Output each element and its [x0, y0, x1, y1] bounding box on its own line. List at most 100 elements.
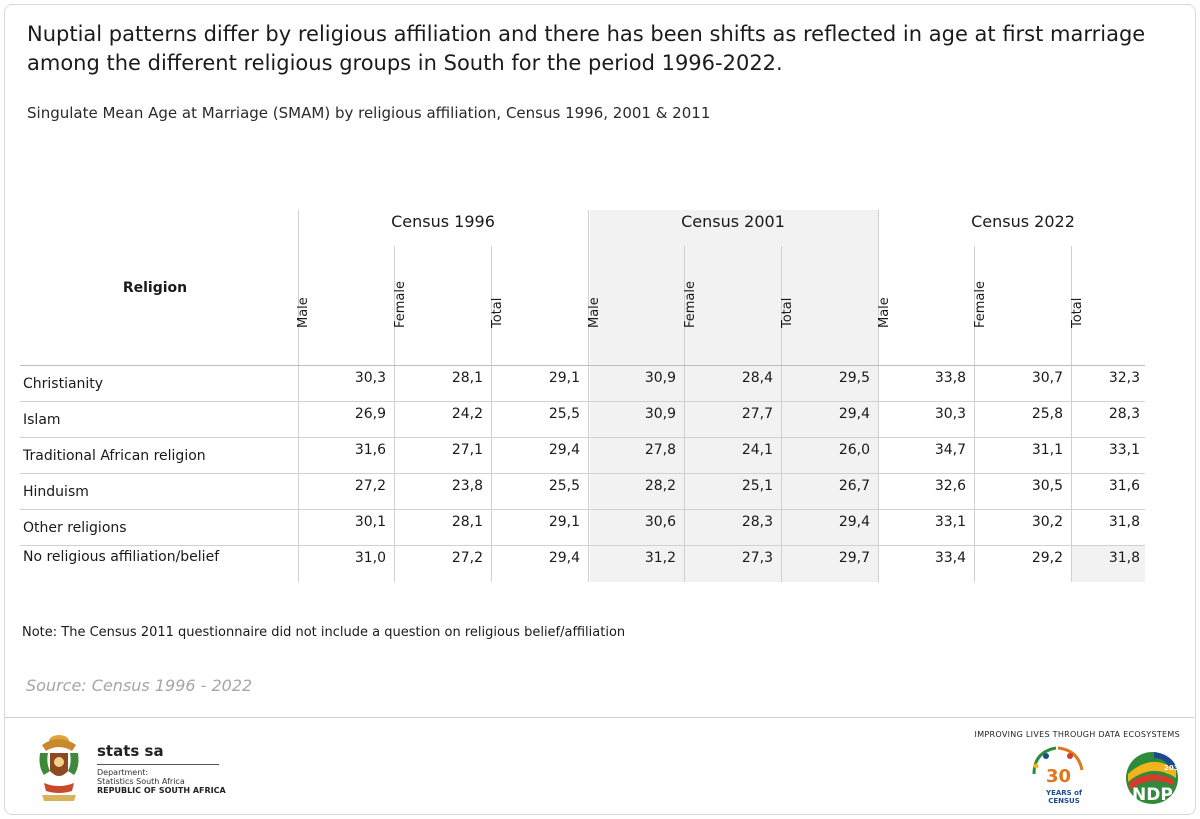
cell: 30,3: [354, 370, 386, 386]
row-label: Christianity: [23, 376, 104, 392]
cell: 33,4: [934, 550, 966, 566]
source-line: Source: Census 1996 - 2022: [26, 676, 253, 695]
ndp-logo-text: NDP: [1132, 785, 1173, 805]
cell: 30,1: [354, 514, 386, 530]
cell: 30,6: [644, 514, 676, 530]
cell: 23,8: [451, 478, 483, 494]
ndp-logo-year: 2030: [1164, 764, 1180, 772]
table-row: Other religions 30,1 28,1 29,1 30,6 28,3…: [20, 510, 1145, 546]
grid-vline: [588, 210, 589, 582]
cell: 29,5: [838, 370, 870, 386]
headline: Nuptial patterns differ by religious aff…: [27, 22, 1146, 75]
religion-column-header: Religion: [122, 280, 188, 296]
row-label: No religious affiliation/belief: [23, 549, 220, 565]
cell: 30,9: [644, 370, 676, 386]
page-frame: [4, 4, 1196, 815]
table-note: Note: The Census 2011 questionnaire did …: [22, 625, 626, 640]
cell: 29,1: [548, 370, 580, 386]
subheader-total-1996: Total: [490, 297, 505, 328]
row-label: Other religions: [23, 520, 127, 536]
cell: 31,8: [1108, 514, 1140, 530]
group-header-census-2022: Census 2022: [971, 212, 1075, 231]
subheader-total-2001: Total: [780, 297, 795, 328]
census-30-years-logo: [1032, 746, 1084, 775]
cell: 28,3: [741, 514, 773, 530]
cell: 29,4: [548, 550, 580, 566]
subheader-male-2022: Male: [877, 297, 892, 328]
cell: 33,1: [1108, 442, 1140, 458]
cell: 30,9: [644, 406, 676, 422]
grid-vline: [491, 246, 492, 582]
cell: 27,1: [451, 442, 483, 458]
subheader-female-2022: Female: [973, 280, 988, 328]
grid-vline: [394, 246, 395, 582]
cell: 31,2: [644, 550, 676, 566]
grid-vline: [298, 210, 299, 582]
cell: 31,0: [354, 550, 386, 566]
cell: 32,6: [934, 478, 966, 494]
group-header-census-1996: Census 1996: [391, 212, 495, 231]
group-header-census-2001: Census 2001: [681, 212, 785, 231]
census-2001-band: [590, 210, 878, 582]
cell: 29,4: [548, 442, 580, 458]
cell: 28,1: [451, 370, 483, 386]
grid-vline: [1071, 246, 1072, 582]
grid-vline: [684, 246, 685, 582]
cell: 31,1: [1031, 442, 1063, 458]
cell: 25,1: [741, 478, 773, 494]
cell: 24,2: [451, 406, 483, 422]
cell: 29,2: [1031, 550, 1063, 566]
table-row: Islam 26,9 24,2 25,5 30,9 27,7 29,4 30,3…: [20, 402, 1145, 438]
grid-vline: [974, 246, 975, 582]
grid-vline: [878, 210, 879, 582]
cell: 28,1: [451, 514, 483, 530]
republic-text: REPUBLIC OF SOUTH AFRICA: [97, 786, 226, 795]
subheader-male-1996: Male: [296, 297, 311, 328]
census-logo-number: 30: [1046, 766, 1072, 787]
cell: 30,2: [1031, 514, 1063, 530]
row-label: Traditional African religion: [23, 448, 206, 464]
header-rule: [20, 365, 1145, 366]
cell: 30,5: [1031, 478, 1063, 494]
cell: 30,7: [1031, 370, 1063, 386]
total-2022-band: [1072, 546, 1145, 582]
cell: 27,7: [741, 406, 773, 422]
cell: 30,3: [934, 406, 966, 422]
department-line: Department:: [97, 768, 149, 777]
cell: 27,3: [741, 550, 773, 566]
ndp-2030-logo: 2030 NDP: [1126, 752, 1180, 805]
row-rule: [20, 401, 1145, 402]
row-rule: [20, 473, 1145, 474]
cell: 26,7: [838, 478, 870, 494]
row-label: Islam: [23, 412, 61, 428]
cell: 26,9: [354, 406, 386, 422]
table-row: No religious affiliation/belief 31,0 27,…: [20, 546, 1145, 582]
coat-of-arms-logo: [39, 735, 79, 801]
brand-rule: [97, 764, 219, 765]
cell: 34,7: [934, 442, 966, 458]
cell: 33,8: [934, 370, 966, 386]
cell: 31,8: [1108, 550, 1140, 566]
subheader-total-2022: Total: [1070, 297, 1085, 328]
cell: 25,5: [548, 406, 580, 422]
cell: 31,6: [1108, 478, 1140, 494]
row-rule: [20, 509, 1145, 510]
cell: 27,8: [644, 442, 676, 458]
cell: 24,1: [741, 442, 773, 458]
subheader-female-1996: Female: [393, 280, 408, 328]
department-text: Department: Statistics South Africa: [97, 768, 257, 786]
table-subtitle: Singulate Mean Age at Marriage (SMAM) by…: [27, 104, 711, 122]
cell: 28,2: [644, 478, 676, 494]
cell: 29,1: [548, 514, 580, 530]
cell: 29,7: [838, 550, 870, 566]
tagline: IMPROVING LIVES THROUGH DATA ECOSYSTEMS: [974, 730, 1180, 739]
cell: 28,4: [741, 370, 773, 386]
row-rule: [20, 437, 1145, 438]
grid-vline: [781, 246, 782, 582]
cell: 31,6: [354, 442, 386, 458]
footer-divider: [5, 717, 1194, 718]
subheader-female-2001: Female: [683, 280, 698, 328]
cell: 32,3: [1108, 370, 1140, 386]
table-row: Hinduism 27,2 23,8 25,5 28,2 25,1 26,7 3…: [20, 474, 1145, 510]
cell: 29,4: [838, 514, 870, 530]
